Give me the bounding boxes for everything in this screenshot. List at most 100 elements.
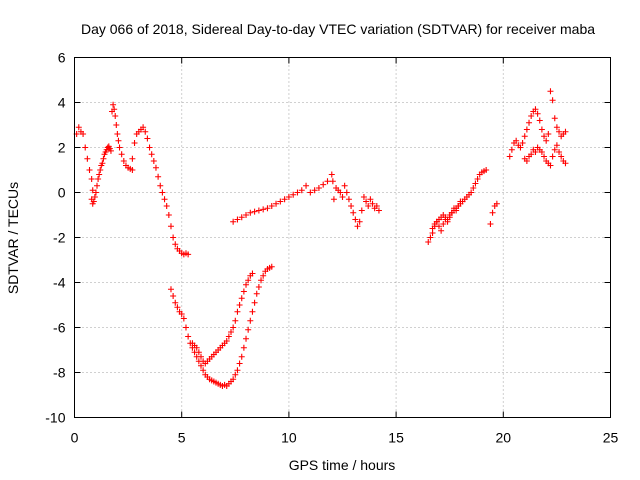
series-s3 — [109, 101, 136, 173]
data-point — [80, 131, 87, 137]
data-point — [89, 187, 96, 194]
data-point — [167, 223, 174, 230]
data-point — [311, 187, 318, 194]
x-tick-label: 15 — [388, 430, 404, 446]
data-point — [142, 128, 149, 135]
data-point — [236, 302, 243, 308]
data-point — [556, 128, 563, 135]
data-point — [75, 124, 82, 131]
data-point — [236, 360, 243, 367]
data-point — [185, 251, 192, 258]
data-point — [232, 371, 239, 378]
data-point — [96, 171, 103, 178]
data-point — [523, 126, 530, 133]
data-point — [193, 344, 200, 351]
data-point — [251, 299, 258, 306]
series-s13 — [506, 88, 569, 160]
data-point — [159, 189, 166, 196]
data-point — [146, 144, 153, 151]
data-point — [345, 196, 352, 203]
series-s7 — [230, 182, 310, 225]
data-point — [165, 212, 172, 218]
data-point — [247, 317, 254, 324]
data-point — [118, 151, 125, 158]
data-point — [341, 182, 348, 189]
data-point — [182, 324, 189, 331]
data-point — [549, 153, 556, 160]
data-point — [163, 203, 170, 209]
data-point — [363, 198, 370, 205]
grid-lines — [74, 57, 611, 418]
data-point — [303, 182, 310, 189]
data-point — [329, 178, 336, 185]
data-point — [115, 137, 122, 144]
data-point — [528, 113, 535, 119]
data-point — [290, 191, 297, 198]
data-point — [369, 200, 376, 207]
data-point — [260, 272, 267, 279]
data-point — [114, 131, 121, 137]
data-point — [180, 315, 187, 322]
data-point — [225, 333, 232, 340]
data-point — [541, 153, 548, 160]
data-point — [277, 198, 284, 205]
data-point — [197, 353, 204, 360]
data-point — [97, 167, 104, 173]
data-point — [230, 218, 237, 225]
data-point — [468, 189, 475, 196]
data-point — [470, 185, 477, 191]
data-point — [185, 333, 192, 340]
data-point — [487, 221, 494, 227]
x-tick-label: 5 — [178, 430, 186, 446]
data-point — [200, 367, 207, 374]
data-point — [144, 135, 151, 142]
series-s1 — [73, 124, 96, 194]
data-point — [553, 142, 560, 149]
data-point — [547, 162, 554, 169]
data-point — [245, 277, 252, 284]
series-s14 — [521, 142, 569, 169]
data-point — [167, 286, 174, 293]
data-point — [240, 288, 247, 295]
x-tick-label: 0 — [71, 430, 79, 446]
data-point — [551, 115, 558, 122]
data-point — [94, 182, 101, 189]
data-point — [350, 209, 357, 216]
data-point — [140, 124, 147, 131]
data-point — [230, 376, 237, 383]
data-point — [195, 349, 202, 356]
data-point — [116, 144, 123, 151]
data-point — [538, 149, 545, 155]
data-point — [549, 97, 556, 104]
data-point — [268, 203, 275, 209]
plot-frame — [74, 57, 611, 418]
data-point — [113, 122, 120, 128]
data-point — [526, 119, 533, 126]
data-point — [365, 203, 372, 209]
data-point — [324, 178, 331, 185]
data-point — [110, 101, 117, 108]
y-tick-label: -10 — [45, 410, 65, 426]
data-point — [328, 171, 335, 178]
x-tick-label: 10 — [281, 430, 297, 446]
data-point — [536, 117, 543, 124]
data-point — [356, 218, 363, 225]
data-point — [174, 304, 181, 311]
data-point — [489, 209, 496, 216]
series-s5 — [167, 263, 275, 389]
data-point — [446, 214, 453, 221]
data-point — [294, 189, 301, 196]
data-point — [438, 227, 445, 234]
data-point — [523, 158, 530, 164]
data-point — [298, 187, 305, 194]
data-point — [429, 225, 436, 232]
data-point — [558, 153, 565, 160]
data-point — [358, 207, 365, 214]
y-axis-label: SDTVAR / TECUs — [5, 182, 21, 294]
y-tick-label: 6 — [58, 50, 66, 66]
data-point — [84, 155, 91, 162]
data-point — [107, 147, 114, 154]
data-point — [255, 207, 262, 214]
data-point — [112, 113, 119, 119]
